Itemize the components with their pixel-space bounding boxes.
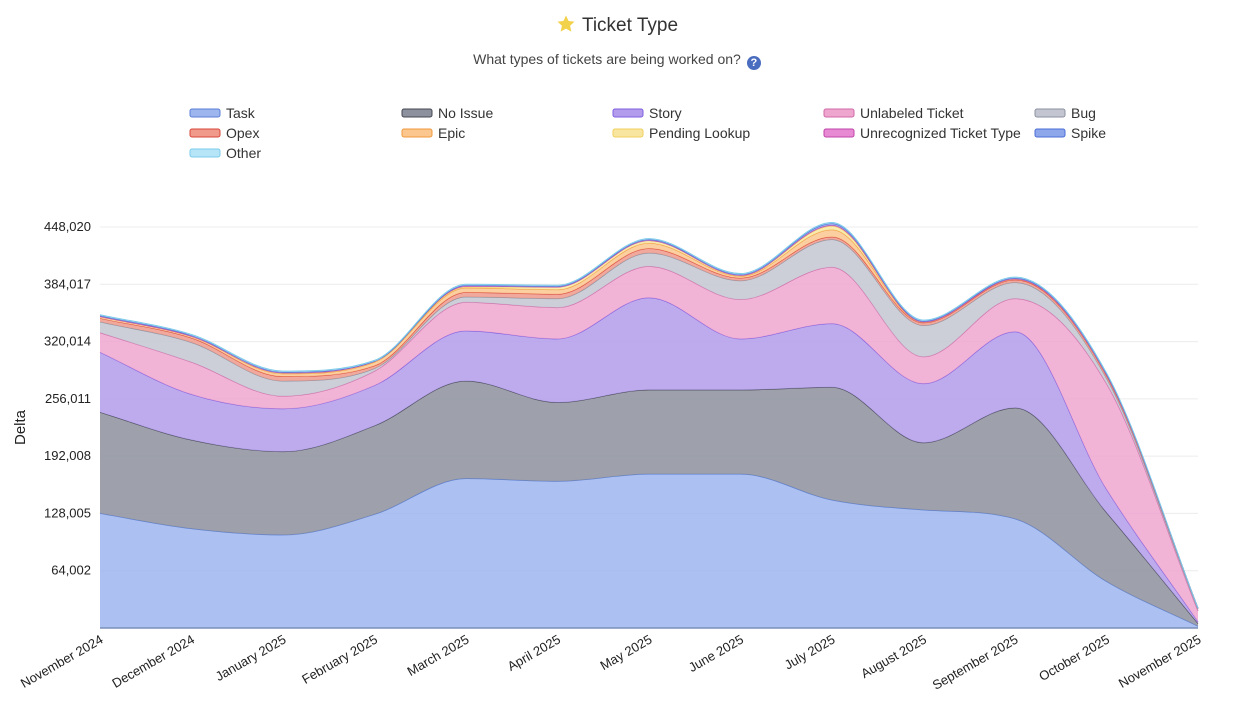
legend-label: Task	[226, 105, 256, 121]
area-story[interactable]	[100, 297, 1198, 624]
x-tick-label: August 2025	[858, 632, 929, 681]
x-tick-label: May 2025	[598, 632, 655, 674]
x-tick-label: April 2025	[505, 632, 563, 674]
area-series	[99, 222, 1199, 628]
area-task[interactable]	[100, 474, 1198, 628]
x-tick-label: November 2024	[18, 632, 106, 691]
help-icon[interactable]: ?	[746, 56, 761, 70]
y-tick-label: 64,002	[51, 563, 91, 578]
legend-label: Story	[649, 105, 682, 121]
x-tick-label: February 2025	[299, 632, 380, 687]
legend-label: Epic	[438, 125, 465, 141]
line-task	[99, 473, 1199, 627]
legend-item-opex[interactable]: Opex	[189, 125, 259, 141]
x-tick-label: March 2025	[405, 632, 472, 679]
legend-item-other[interactable]: Other	[189, 145, 261, 161]
legend-swatch	[823, 108, 855, 118]
legend: Task No Issue Story Unlabeled Ticket Bug Opex…	[189, 105, 1106, 161]
y-axis-title: Delta	[12, 409, 29, 445]
legend-swatch	[401, 108, 433, 118]
chart-title: Ticket Type	[0, 14, 1234, 37]
legend-label: Opex	[226, 125, 259, 141]
chart-subtitle: What types of tickets are being worked o…	[0, 51, 1234, 70]
legend-label: Other	[226, 145, 261, 161]
legend-swatch	[189, 148, 221, 158]
legend-swatch	[189, 128, 221, 138]
legend-label: Spike	[1071, 125, 1106, 141]
legend-label: Pending Lookup	[649, 125, 750, 141]
x-tick-label: July 2025	[782, 632, 838, 673]
legend-swatch	[401, 128, 433, 138]
x-tick-label: October 2025	[1036, 632, 1112, 684]
legend-item-no-issue[interactable]: No Issue	[401, 105, 493, 121]
x-tick-label: November 2025	[1116, 632, 1204, 691]
area-bug[interactable]	[100, 239, 1198, 611]
y-tick-label: 448,020	[44, 219, 91, 234]
star-icon	[557, 15, 575, 32]
legend-label: Unrecognized Ticket Type	[860, 125, 1021, 141]
chart-title-text: Ticket Type	[581, 15, 679, 36]
legend-label: No Issue	[438, 105, 493, 121]
legend-item-pending-lookup[interactable]: Pending Lookup	[612, 125, 750, 141]
x-tick-label: September 2025	[930, 632, 1021, 693]
legend-item-epic[interactable]: Epic	[401, 125, 465, 141]
area-no-issue[interactable]	[100, 380, 1198, 627]
x-tick-label: January 2025	[213, 632, 289, 684]
legend-swatch	[823, 128, 855, 138]
x-tick-label: June 2025	[686, 632, 746, 675]
legend-swatch	[612, 128, 644, 138]
line-other	[99, 222, 1199, 609]
legend-item-unlabeled-ticket[interactable]: Unlabeled Ticket	[823, 105, 964, 121]
legend-label: Bug	[1071, 105, 1096, 121]
legend-swatch	[189, 108, 221, 118]
legend-label: Unlabeled Ticket	[860, 105, 964, 121]
legend-swatch	[1034, 108, 1066, 118]
legend-swatch	[1034, 128, 1066, 138]
legend-item-spike[interactable]: Spike	[1034, 125, 1106, 141]
legend-item-story[interactable]: Story	[612, 105, 682, 121]
y-tick-label: 384,017	[44, 276, 91, 291]
legend-swatch	[612, 108, 644, 118]
legend-item-unrecognized-ticket-type[interactable]: Unrecognized Ticket Type	[823, 125, 1021, 141]
y-tick-label: 256,011	[45, 391, 91, 406]
y-tick-label: 192,008	[44, 448, 91, 463]
y-tick-label: 128,005	[44, 505, 91, 520]
legend-item-bug[interactable]: Bug	[1034, 105, 1096, 121]
y-tick-label: 320,014	[44, 334, 91, 349]
x-tick-label: December 2024	[109, 632, 197, 691]
legend-item-task[interactable]: Task	[189, 105, 256, 121]
chart-subtitle-text: What types of tickets are being worked o…	[473, 51, 741, 67]
